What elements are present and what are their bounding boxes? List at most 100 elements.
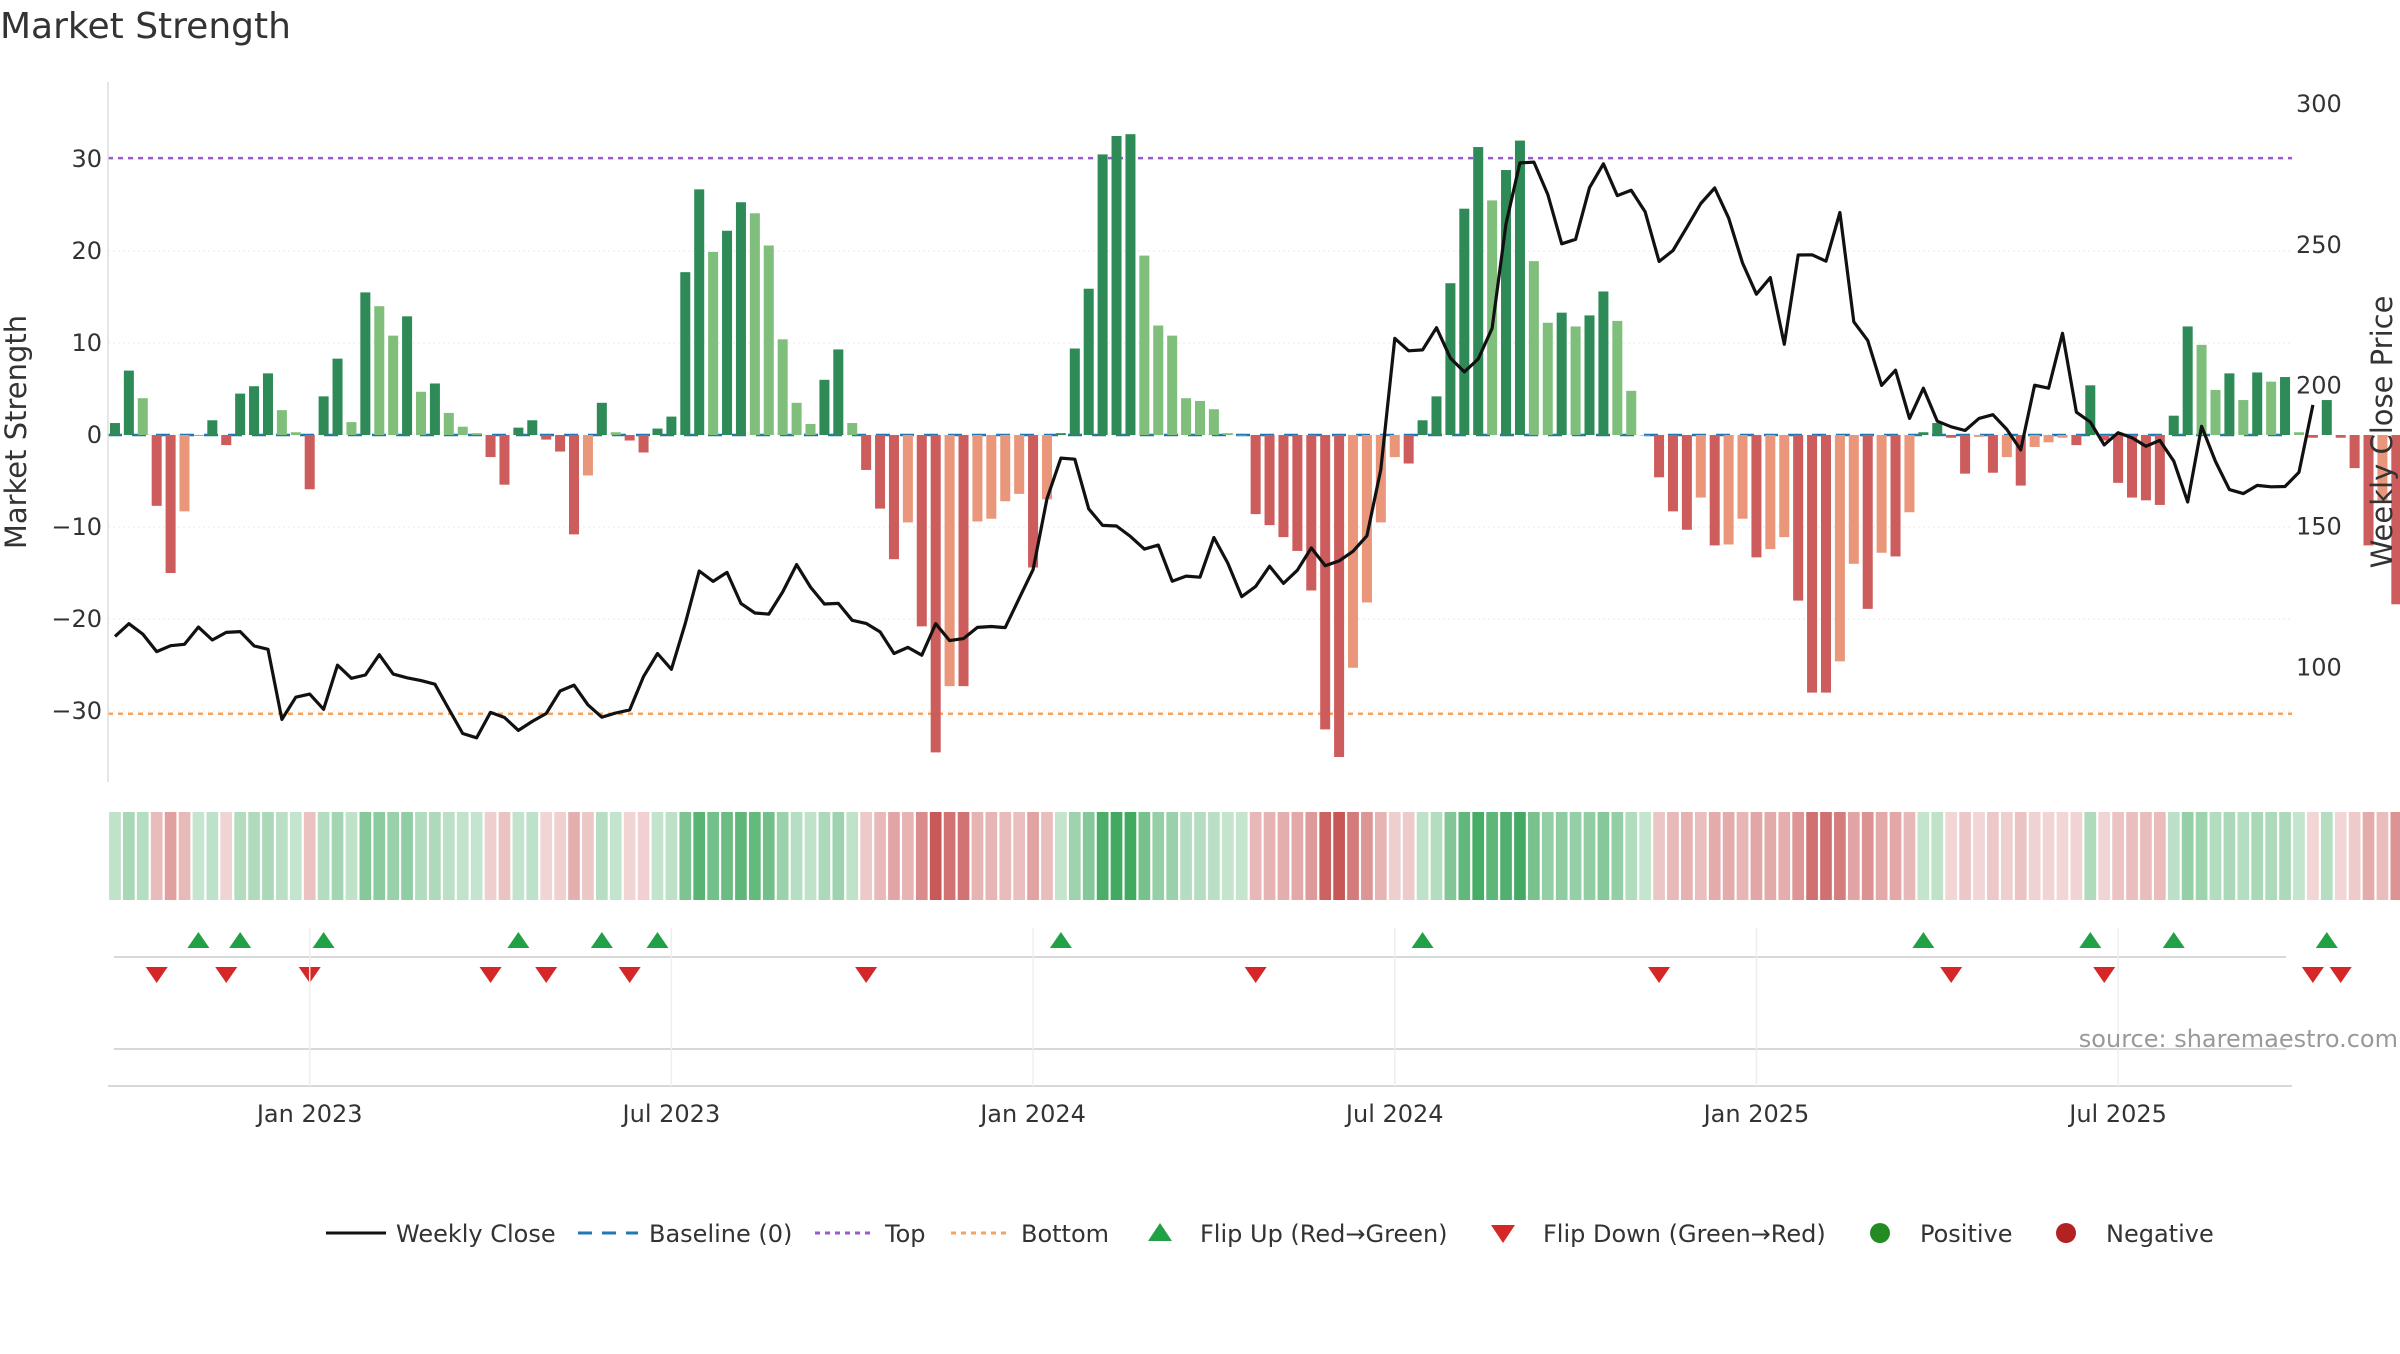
strength-bar [1709,435,1720,546]
strength-bar [123,370,134,435]
heat-cell [1611,812,1624,900]
strength-bar [2238,400,2249,435]
strength-bar [1654,435,1665,478]
strength-bar [819,379,830,435]
legend-item: Positive [1870,1220,2013,1248]
heat-cell [651,812,664,900]
heat-cell [818,812,831,900]
heat-cell [999,812,1012,900]
heat-cell [985,812,998,900]
heat-cell [2154,812,2166,900]
strength-bar [332,358,343,435]
heat-cell [1291,812,1304,900]
strength-bar [1556,312,1567,435]
chart-title: Market Strength [0,6,291,47]
heat-cell [2056,812,2069,900]
legend-item: Flip Up (Red→Green) [1148,1220,1448,1248]
flip-up-marker [507,932,530,948]
strength-bar [610,432,621,435]
heat-cell [832,812,845,900]
heat-cell [735,812,747,900]
heat-cell [1514,812,1526,900]
heat-cell [2042,812,2055,900]
strength-bar [2168,415,2179,435]
heat-cell [331,812,344,900]
strength-bar [555,435,566,452]
heat-cell [1263,812,1276,900]
x-tick-label: Jul 2024 [1344,1100,1444,1128]
strength-bar [2335,435,2346,438]
heat-cell [1820,812,1832,900]
strength-bar [415,391,427,435]
legend-label: Flip Down (Green→Red) [1543,1220,1826,1248]
strength-bar [1820,435,1831,693]
heat-cell [2251,812,2264,900]
heat-cell [289,812,302,900]
heat-cell [262,812,274,900]
heat-cell [2126,812,2138,900]
flip-up-marker [2162,932,2185,948]
heat-cell [2000,812,2013,900]
strength-bar [1514,140,1525,435]
strength-bar [457,426,468,435]
heat-cell [1361,812,1373,900]
strength-bar [596,402,607,435]
strength-bar [1737,435,1748,519]
strength-bar [1292,435,1303,551]
heat-cell [1597,812,1610,900]
heat-cell [2181,812,2194,900]
heat-cell [902,812,914,900]
heat-cell [582,812,594,900]
flip-down-marker [1244,967,1267,983]
strength-bar [1194,400,1206,435]
heat-cell [2348,812,2361,900]
flip-down-marker [2301,967,2324,983]
flip-up-marker [1049,932,1072,948]
heat-cell [1764,812,1777,900]
heat-cell [957,812,970,900]
heat-cell [637,812,650,900]
strength-bar [1640,435,1651,436]
strength-bar [1111,136,1122,435]
heat-cell [609,812,622,900]
strength-bar [805,423,816,435]
strength-bar [346,422,357,435]
strength-bar [888,435,899,560]
weekly-close-line [113,160,2315,740]
strength-bar [249,386,260,435]
strength-bar [749,213,760,435]
strength-bar [652,428,663,435]
heat-cell [373,812,386,900]
heat-cell [2167,812,2180,900]
strength-bar [374,306,385,435]
heat-cell [1458,812,1471,900]
heat-cell [2279,812,2291,900]
heat-cell [1778,812,1791,900]
y-tick-right: 250 [2296,231,2342,259]
flip-up-marker [1912,932,1935,948]
strength-bar [1473,147,1484,436]
heat-cell [1875,812,1888,900]
strength-bar [2210,389,2221,435]
heat-cell [1681,812,1693,900]
heat-cell [1416,812,1429,900]
strength-bar [318,396,329,435]
heat-cell [1027,812,1039,900]
strength-bar [1014,435,1025,494]
heat-cell [1708,812,1721,900]
heat-cell [359,812,372,900]
flip-down-marker [145,967,168,983]
legend-swatch [1491,1225,1515,1243]
strength-bar [402,316,413,435]
heat-cell [1305,812,1318,900]
heat-cell [401,812,413,900]
heat-cell [248,812,260,900]
strength-bar [666,416,677,435]
strength-bar [1667,435,1678,512]
heat-cell [136,812,149,900]
strength-bar [276,410,287,435]
strength-bar [861,435,872,470]
strength-bar [694,189,705,435]
